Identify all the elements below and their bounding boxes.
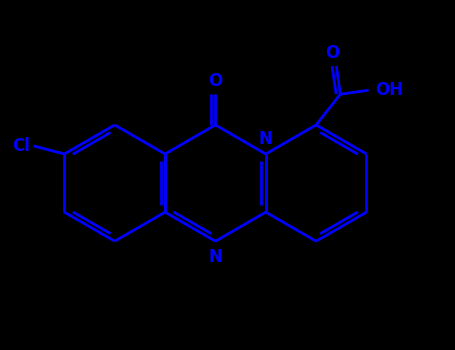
Text: N: N bbox=[208, 248, 222, 266]
Text: N: N bbox=[259, 130, 273, 148]
Text: O: O bbox=[208, 72, 222, 90]
Text: Cl: Cl bbox=[12, 137, 30, 155]
Text: OH: OH bbox=[375, 81, 403, 99]
Text: O: O bbox=[325, 44, 339, 62]
